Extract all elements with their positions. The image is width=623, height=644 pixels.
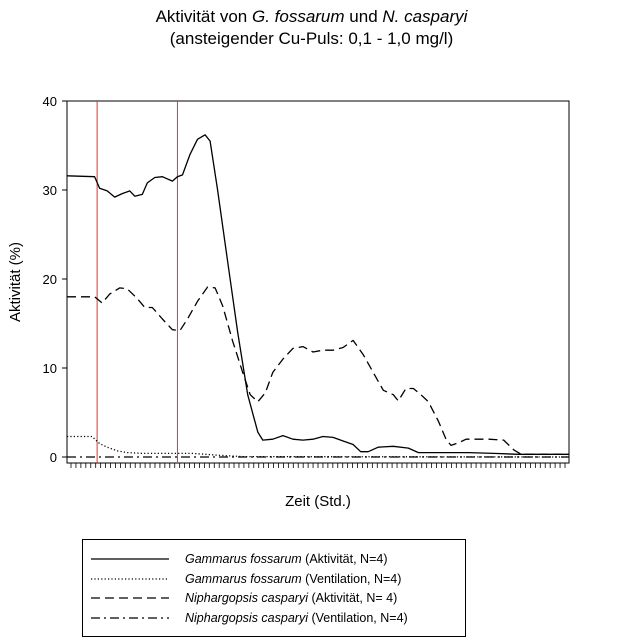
legend: Gammarus fossarum (Aktivität, N=4) Gammar… [82, 539, 466, 637]
y-tick-label: 30 [43, 183, 57, 198]
legend-detail: (Ventilation, N=4) [307, 610, 408, 625]
legend-species: Niphargopsis casparyi [185, 591, 308, 605]
legend-detail: (Aktivität, N= 4) [307, 591, 398, 605]
series-line-1 [66, 134, 569, 455]
series-line-3 [67, 286, 569, 455]
legend-entry: Gammarus fossarum (Aktivität, N=4) [83, 550, 467, 568]
legend-swatch [91, 577, 169, 580]
legend-entry: Niphargopsis casparyi (Ventilation, N=4) [83, 609, 467, 627]
legend-label: Niphargopsis casparyi (Aktivität, N= 4) [185, 591, 397, 605]
chart-subtitle: (ansteigender Cu-Puls: 0,1 - 1,0 mg/l) [169, 29, 454, 48]
legend-entry: Niphargopsis casparyi (Aktivität, N= 4) [83, 589, 467, 607]
legend-species: Gammarus fossarum [185, 571, 302, 586]
legend-swatch [91, 558, 169, 560]
legend-label: Gammarus fossarum (Aktivität, N=4) [185, 552, 388, 566]
chart-title: Aktivität von G. fossarum und N. caspary… [0, 6, 623, 50]
series-line-2 [67, 435, 570, 458]
legend-entry: Gammarus fossarum (Ventilation, N=4) [83, 570, 467, 588]
legend-species: Gammarus fossarum [185, 552, 302, 566]
x-axis-label: Zeit (Std.) [285, 493, 351, 510]
legend-label: Niphargopsis casparyi (Ventilation, N=4) [185, 611, 408, 625]
legend-label: Gammarus fossarum (Ventilation, N=4) [185, 572, 401, 586]
legend-swatch [91, 616, 169, 619]
chart-title-line-1: Aktivität von G. fossarum und N. caspary… [155, 7, 468, 26]
legend-detail: (Ventilation, N=4) [301, 571, 402, 586]
y-tick-label: 20 [43, 272, 57, 287]
plot-frame [66, 100, 570, 464]
legend-detail: (Aktivität, N=4) [301, 552, 388, 566]
y-tick-label: 0 [50, 450, 57, 465]
line-chart: 0 10 20 30 40 Zeit (Std.) Aktivität (%) [7, 94, 570, 510]
y-tick-label: 40 [43, 94, 57, 109]
y-axis-label: Aktivität (%) [7, 242, 24, 322]
y-tick-label: 10 [43, 361, 57, 376]
legend-swatch [91, 597, 169, 599]
legend-species: Niphargopsis casparyi [185, 610, 308, 625]
